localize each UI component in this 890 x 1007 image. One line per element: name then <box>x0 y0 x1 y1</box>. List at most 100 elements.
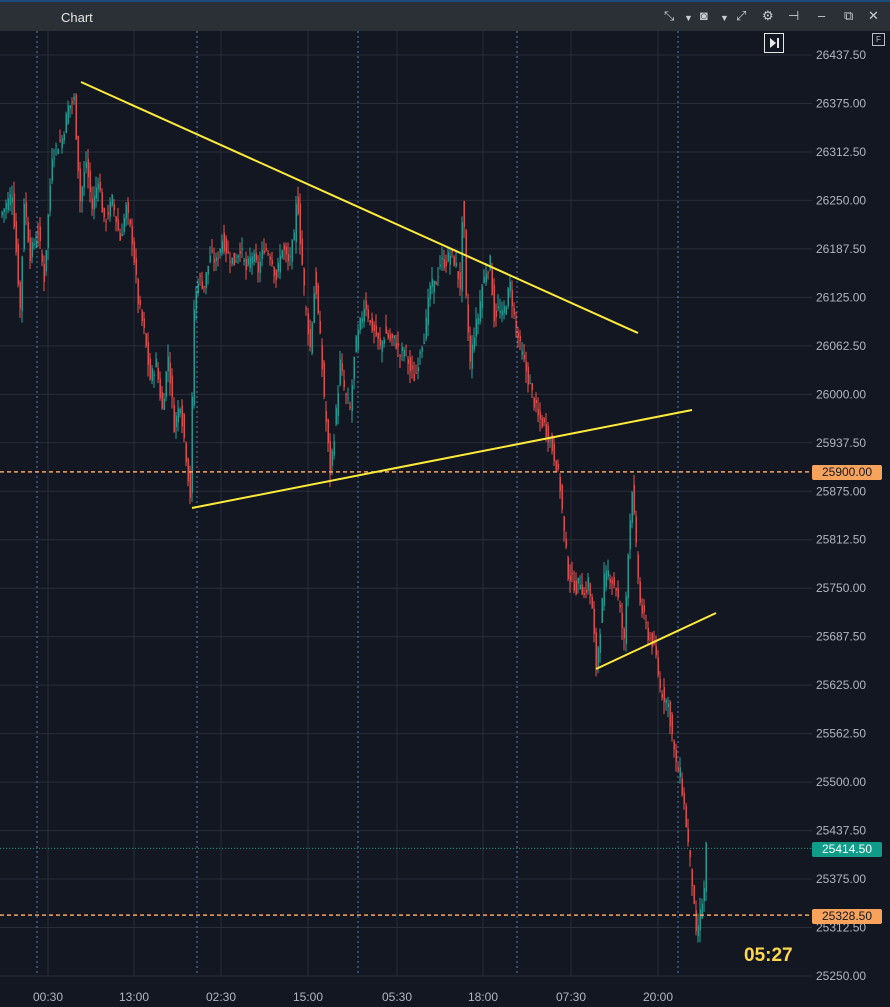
candle <box>287 242 289 271</box>
candle-body <box>81 187 83 202</box>
minimize-icon[interactable]: – <box>818 8 826 23</box>
candle-body <box>403 349 405 357</box>
candle <box>103 207 105 223</box>
candle-body <box>367 309 369 319</box>
candle-body <box>191 396 193 493</box>
candle-body <box>509 281 511 292</box>
candle-body <box>179 408 181 414</box>
candle <box>55 142 57 156</box>
x-tick-label: 13:00 <box>119 990 149 1004</box>
candle <box>143 311 145 335</box>
candle <box>345 392 347 405</box>
candle-body <box>419 352 421 354</box>
x-tick-label: 05:30 <box>382 990 412 1004</box>
candle-body <box>667 703 669 708</box>
bar-countdown: 05:27 <box>744 945 793 966</box>
candle-body <box>659 679 661 689</box>
candle <box>119 228 121 241</box>
candle-body <box>699 909 701 931</box>
candle-body <box>521 351 523 355</box>
candle <box>259 251 261 283</box>
candle-body <box>487 272 489 274</box>
candle <box>129 218 131 228</box>
candle-body <box>425 317 427 339</box>
candle <box>237 254 239 264</box>
candle <box>347 387 349 405</box>
candle <box>367 304 369 323</box>
candle <box>7 192 9 214</box>
candle-body <box>87 158 89 178</box>
candle <box>273 266 275 284</box>
candle <box>589 582 591 605</box>
candle-body <box>581 584 583 595</box>
candle <box>323 359 325 400</box>
candle <box>661 689 663 701</box>
candle <box>575 572 577 596</box>
candle-body <box>317 285 319 314</box>
candle-body <box>299 203 301 245</box>
flag-badge[interactable]: F <box>872 33 885 46</box>
candle-body <box>617 588 619 598</box>
candle <box>153 370 155 388</box>
candle-body <box>371 318 373 331</box>
close-icon[interactable]: ✕ <box>868 8 879 23</box>
candle <box>617 580 619 601</box>
candle-body <box>357 329 359 350</box>
candle <box>555 460 557 472</box>
scroll-to-realtime-button[interactable] <box>764 33 784 53</box>
candle-body <box>495 310 497 318</box>
candle <box>205 271 207 295</box>
candle <box>371 312 373 333</box>
price-chart[interactable]: 26437.50 26375.00 26312.50 26250.00 26187.50… <box>0 31 890 1007</box>
candle-body <box>377 332 379 339</box>
y-tick-label: 26312.50 <box>816 145 866 159</box>
candle <box>91 186 93 216</box>
candle <box>395 334 397 350</box>
dropdown-caret-icon[interactable]: ▼ <box>684 13 693 23</box>
candle-body <box>669 701 671 727</box>
dropdown-caret-icon[interactable]: ▼ <box>720 13 729 23</box>
candle-body <box>369 320 371 323</box>
candle <box>637 551 639 585</box>
candle <box>301 230 303 266</box>
candle <box>705 841 707 901</box>
compress-arrows-icon[interactable]: ⤡ <box>664 8 675 23</box>
candle-body <box>141 310 143 322</box>
pin-icon[interactable]: ⊣ <box>788 8 800 23</box>
candle-body <box>269 256 271 260</box>
candle <box>641 598 643 618</box>
expand-arrows-icon[interactable]: ⤢ <box>736 8 747 23</box>
candle <box>517 326 519 348</box>
candle <box>433 280 435 304</box>
candle-body <box>37 233 39 235</box>
candle-body <box>621 612 623 628</box>
candle-body <box>321 345 323 370</box>
candle <box>515 312 517 338</box>
candle-body <box>399 355 401 357</box>
candle-body <box>171 375 173 398</box>
candle <box>449 248 451 275</box>
candle-body <box>69 105 71 109</box>
candle <box>625 591 627 652</box>
candle-body <box>387 333 389 339</box>
candle <box>141 309 143 326</box>
candle-body <box>513 308 515 315</box>
candle-body <box>463 200 465 228</box>
restore-icon[interactable]: ⧉ <box>844 8 854 23</box>
candle <box>673 739 675 758</box>
candle <box>391 332 393 346</box>
candle <box>51 147 53 185</box>
candle <box>655 635 657 659</box>
candle <box>487 270 489 280</box>
camera-icon[interactable]: ◙ <box>700 8 708 23</box>
candle <box>385 314 387 334</box>
candle-body <box>613 577 615 586</box>
candle <box>29 229 31 270</box>
candle-body <box>375 325 377 336</box>
candle <box>607 559 609 581</box>
candle-body <box>73 96 75 101</box>
candle-body <box>557 463 559 470</box>
gear-icon[interactable]: ⚙ <box>762 8 774 23</box>
candle <box>167 344 169 383</box>
candle <box>315 267 317 300</box>
